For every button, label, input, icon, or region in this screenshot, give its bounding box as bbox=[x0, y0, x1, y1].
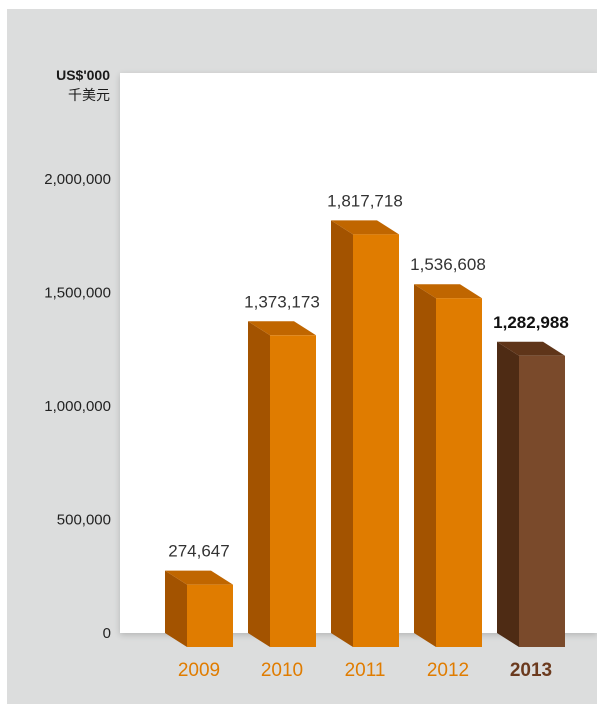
x-tick-label: 2013 bbox=[510, 660, 552, 681]
data-label: 1,536,608 bbox=[410, 255, 486, 274]
bar-top-face bbox=[414, 284, 482, 299]
x-tick-label: 2009 bbox=[178, 660, 220, 681]
bar-top-face bbox=[165, 570, 233, 585]
y-tick-label: 1,000,000 bbox=[44, 398, 111, 415]
bar-top-face bbox=[248, 321, 316, 336]
bar-side-face bbox=[414, 284, 436, 647]
y-axis-unit-chinese: 千美元 bbox=[68, 88, 110, 104]
data-label: 274,647 bbox=[168, 542, 229, 561]
bar-side-face bbox=[248, 321, 270, 647]
bar bbox=[270, 335, 316, 647]
data-label: 1,373,173 bbox=[244, 292, 320, 311]
y-axis-unit-english: US$'000 bbox=[56, 67, 110, 83]
bar-top-face bbox=[497, 341, 565, 356]
bar-side-face bbox=[497, 341, 519, 647]
bar-side-face bbox=[165, 570, 187, 647]
bar bbox=[353, 234, 399, 647]
y-tick-label: 1,500,000 bbox=[44, 285, 111, 302]
bar-side-face bbox=[331, 220, 353, 647]
y-tick-label: 0 bbox=[103, 625, 111, 642]
bar bbox=[187, 584, 233, 647]
x-tick-label: 2010 bbox=[261, 660, 303, 681]
bar-top-face bbox=[331, 220, 399, 235]
x-tick-label: 2012 bbox=[427, 660, 469, 681]
bar bbox=[519, 355, 565, 647]
y-tick-label: 2,000,000 bbox=[44, 171, 111, 188]
x-tick-label: 2011 bbox=[345, 660, 386, 681]
bar bbox=[436, 298, 482, 647]
data-label: 1,817,718 bbox=[327, 191, 403, 210]
y-tick-label: 500,000 bbox=[57, 512, 111, 529]
data-label: 1,282,988 bbox=[493, 313, 569, 332]
